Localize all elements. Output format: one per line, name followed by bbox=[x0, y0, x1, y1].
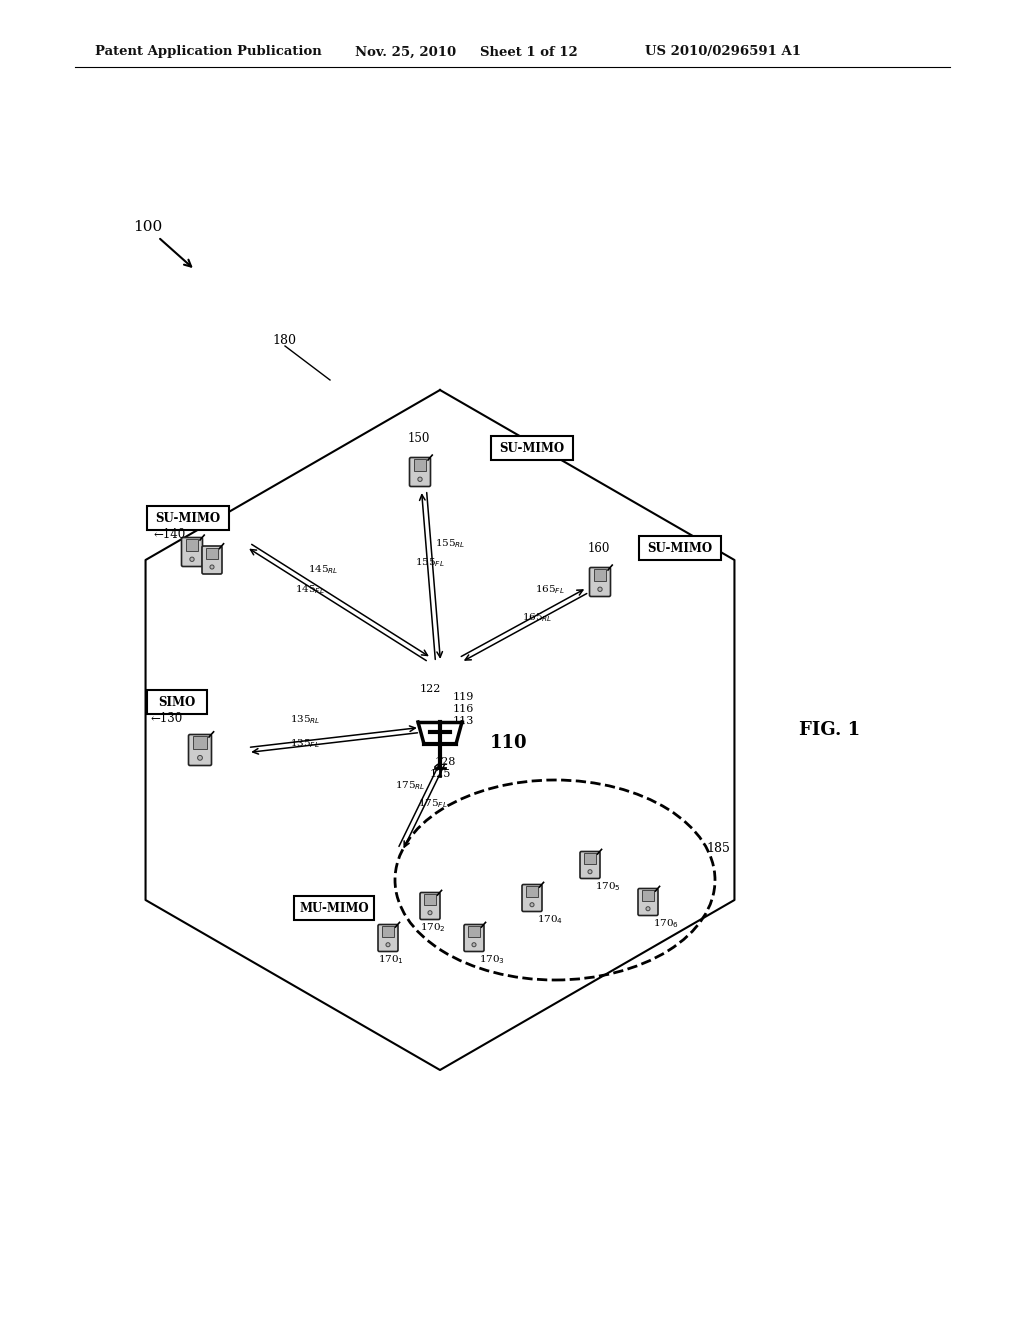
Text: SIMO: SIMO bbox=[159, 696, 196, 709]
FancyBboxPatch shape bbox=[147, 690, 207, 714]
Text: 155$_{RL}$: 155$_{RL}$ bbox=[435, 537, 466, 550]
FancyBboxPatch shape bbox=[378, 924, 398, 952]
FancyBboxPatch shape bbox=[410, 458, 430, 487]
Text: ←140: ←140 bbox=[154, 528, 186, 541]
Circle shape bbox=[646, 907, 650, 911]
Bar bbox=[185, 539, 199, 550]
Text: 135$_{FL}$: 135$_{FL}$ bbox=[290, 737, 319, 750]
Circle shape bbox=[530, 903, 535, 907]
Text: SU-MIMO: SU-MIMO bbox=[156, 511, 220, 524]
Bar bbox=[584, 853, 596, 863]
Bar bbox=[468, 927, 480, 937]
Text: 128: 128 bbox=[435, 756, 457, 767]
Text: 180: 180 bbox=[272, 334, 296, 346]
Text: 170$_5$: 170$_5$ bbox=[595, 880, 621, 892]
Text: 116: 116 bbox=[453, 704, 474, 714]
Circle shape bbox=[189, 557, 195, 561]
FancyBboxPatch shape bbox=[188, 734, 212, 766]
FancyBboxPatch shape bbox=[490, 436, 573, 459]
Circle shape bbox=[598, 587, 602, 591]
Text: US 2010/0296591 A1: US 2010/0296591 A1 bbox=[645, 45, 801, 58]
FancyBboxPatch shape bbox=[580, 851, 600, 879]
FancyBboxPatch shape bbox=[639, 536, 721, 560]
FancyBboxPatch shape bbox=[464, 924, 484, 952]
FancyBboxPatch shape bbox=[181, 537, 203, 566]
Text: 170$_6$: 170$_6$ bbox=[653, 917, 679, 929]
Text: 170$_4$: 170$_4$ bbox=[537, 913, 563, 925]
Text: ←130: ←130 bbox=[151, 711, 183, 725]
Text: SU-MIMO: SU-MIMO bbox=[500, 441, 564, 454]
Bar bbox=[414, 459, 426, 471]
Text: 145$_{RL}$: 145$_{RL}$ bbox=[308, 564, 339, 576]
FancyBboxPatch shape bbox=[147, 506, 229, 531]
Text: 122: 122 bbox=[420, 684, 441, 694]
FancyBboxPatch shape bbox=[638, 888, 658, 916]
Text: Patent Application Publication: Patent Application Publication bbox=[95, 45, 322, 58]
Text: 100: 100 bbox=[133, 220, 162, 234]
Text: 125: 125 bbox=[430, 770, 452, 779]
Text: 150: 150 bbox=[408, 432, 430, 445]
Circle shape bbox=[418, 477, 422, 482]
Text: MU-MIMO: MU-MIMO bbox=[299, 902, 369, 915]
Text: 119: 119 bbox=[453, 692, 474, 702]
Text: 170$_1$: 170$_1$ bbox=[378, 953, 403, 966]
Bar bbox=[642, 890, 654, 900]
Bar bbox=[193, 737, 207, 748]
Circle shape bbox=[472, 942, 476, 946]
Text: 165$_{FL}$: 165$_{FL}$ bbox=[535, 583, 564, 595]
Bar bbox=[594, 569, 606, 581]
Text: 165$_{RL}$: 165$_{RL}$ bbox=[522, 611, 553, 624]
Text: Nov. 25, 2010: Nov. 25, 2010 bbox=[355, 45, 456, 58]
Text: 170$_3$: 170$_3$ bbox=[479, 953, 505, 966]
Bar bbox=[382, 927, 394, 937]
Text: 145$_{FL}$: 145$_{FL}$ bbox=[295, 583, 325, 595]
Text: 175$_{RL}$: 175$_{RL}$ bbox=[395, 779, 426, 792]
Circle shape bbox=[588, 870, 592, 874]
Bar bbox=[424, 894, 436, 904]
Text: 113: 113 bbox=[453, 715, 474, 726]
FancyBboxPatch shape bbox=[202, 546, 222, 574]
Text: 110: 110 bbox=[490, 734, 527, 752]
Circle shape bbox=[198, 755, 203, 760]
FancyBboxPatch shape bbox=[294, 896, 374, 920]
Circle shape bbox=[428, 911, 432, 915]
Circle shape bbox=[210, 565, 214, 569]
FancyBboxPatch shape bbox=[420, 892, 440, 920]
Bar bbox=[206, 548, 218, 558]
FancyBboxPatch shape bbox=[590, 568, 610, 597]
Text: 185: 185 bbox=[706, 842, 730, 855]
Text: Sheet 1 of 12: Sheet 1 of 12 bbox=[480, 45, 578, 58]
Bar bbox=[526, 886, 539, 896]
Text: 175$_{FL}$: 175$_{FL}$ bbox=[418, 797, 447, 809]
Text: 160: 160 bbox=[588, 543, 610, 554]
Text: FIG. 1: FIG. 1 bbox=[800, 721, 860, 739]
Circle shape bbox=[386, 942, 390, 946]
Text: 135$_{RL}$: 135$_{RL}$ bbox=[290, 713, 321, 726]
Text: SU-MIMO: SU-MIMO bbox=[647, 541, 713, 554]
Text: 170$_2$: 170$_2$ bbox=[420, 921, 445, 933]
FancyBboxPatch shape bbox=[522, 884, 542, 912]
Text: 155$_{FL}$: 155$_{FL}$ bbox=[415, 556, 444, 569]
